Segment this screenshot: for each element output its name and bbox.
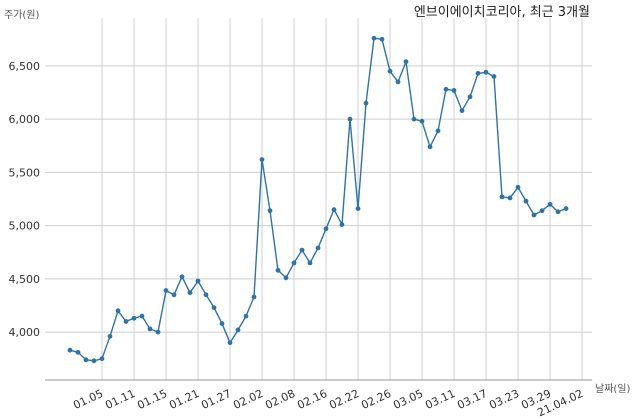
data-point [259, 157, 265, 163]
data-point [235, 327, 241, 333]
data-point [467, 94, 473, 100]
data-point [427, 144, 433, 150]
data-point [115, 308, 121, 314]
data-point [451, 88, 457, 93]
data-point [523, 198, 529, 204]
y-tick-label: 5,500 [9, 166, 41, 179]
data-point [539, 208, 545, 214]
x-tick-label: 01.27 [199, 387, 233, 412]
data-point [483, 69, 489, 75]
x-tick-label: 01.11 [103, 387, 137, 412]
data-point [507, 195, 513, 201]
data-point [99, 356, 105, 362]
data-point [267, 208, 273, 214]
data-point [299, 247, 305, 253]
data-point [283, 275, 289, 281]
price-series [67, 35, 569, 364]
data-point [75, 349, 81, 355]
data-point [203, 292, 209, 298]
data-point [331, 207, 337, 213]
data-point [291, 260, 297, 266]
x-tick-label: 02.26 [359, 387, 393, 412]
chart-title: 엔브이에이치코리아, 최근 3개월 [414, 5, 590, 20]
data-point [363, 100, 369, 106]
data-point [275, 267, 281, 273]
series-line [69, 37, 567, 362]
x-tick-label: 02.08 [263, 387, 297, 412]
data-point [171, 292, 177, 298]
data-point [419, 118, 425, 124]
x-tick-label: 02.22 [327, 387, 361, 412]
x-tick-label: 03.05 [391, 387, 425, 412]
data-point [315, 245, 321, 251]
data-point [355, 206, 361, 211]
y-tick-label: 4,500 [9, 273, 41, 286]
data-point [195, 278, 201, 284]
y-tick-label: 4,000 [9, 326, 41, 339]
data-point [555, 209, 561, 215]
data-point [107, 333, 113, 339]
data-point [563, 206, 569, 211]
y-tick-labels: 4,000 4,500 5,000 5,500 6,000 6,500 [9, 60, 41, 339]
data-point [123, 319, 129, 324]
data-point [91, 358, 97, 364]
data-point [515, 184, 521, 190]
y-axis-label: 주가(원) [4, 9, 40, 21]
data-point [339, 222, 345, 227]
data-point [371, 35, 377, 41]
data-point [403, 59, 409, 65]
data-point [499, 194, 505, 200]
x-tick-label: 03.17 [455, 387, 489, 412]
data-point [187, 290, 193, 296]
x-axis-label: 날짜(일) [595, 383, 631, 395]
data-point [67, 347, 73, 353]
data-point [219, 321, 225, 326]
data-point [475, 70, 481, 76]
data-point [379, 36, 385, 42]
data-point [491, 74, 497, 79]
data-point [531, 212, 537, 218]
data-point [307, 260, 313, 266]
data-point [243, 313, 249, 319]
data-point [147, 326, 153, 332]
data-point [387, 68, 393, 74]
data-point [163, 288, 169, 293]
data-point [155, 329, 161, 335]
data-point [179, 274, 185, 280]
x-tick-label: 03.11 [423, 387, 457, 412]
grid-layer [45, 18, 592, 380]
data-point [459, 108, 465, 114]
data-point [323, 226, 329, 232]
data-point [411, 116, 417, 122]
x-tick-label: 02.02 [231, 387, 265, 412]
x-tick-labels: 01.0501.1101.1501.2101.2702.0202.0802.16… [71, 387, 585, 419]
data-point [131, 315, 137, 321]
data-point [211, 305, 217, 310]
x-tick-label: 03.23 [487, 387, 521, 412]
data-point [83, 357, 89, 363]
data-point [443, 86, 449, 92]
data-point [227, 340, 233, 346]
data-point [347, 116, 353, 122]
x-tick-label: 01.15 [135, 387, 169, 412]
data-point [547, 201, 553, 207]
x-tick-label: 01.05 [71, 387, 105, 412]
y-tick-label: 5,000 [9, 220, 41, 233]
y-tick-label: 6,000 [9, 113, 41, 126]
y-tick-label: 6,500 [9, 60, 41, 73]
data-point [139, 313, 145, 319]
data-point [395, 79, 401, 85]
data-point [435, 128, 441, 134]
x-tick-label: 02.16 [295, 387, 329, 412]
data-point [251, 294, 257, 300]
x-tick-label: 01.21 [167, 387, 201, 412]
